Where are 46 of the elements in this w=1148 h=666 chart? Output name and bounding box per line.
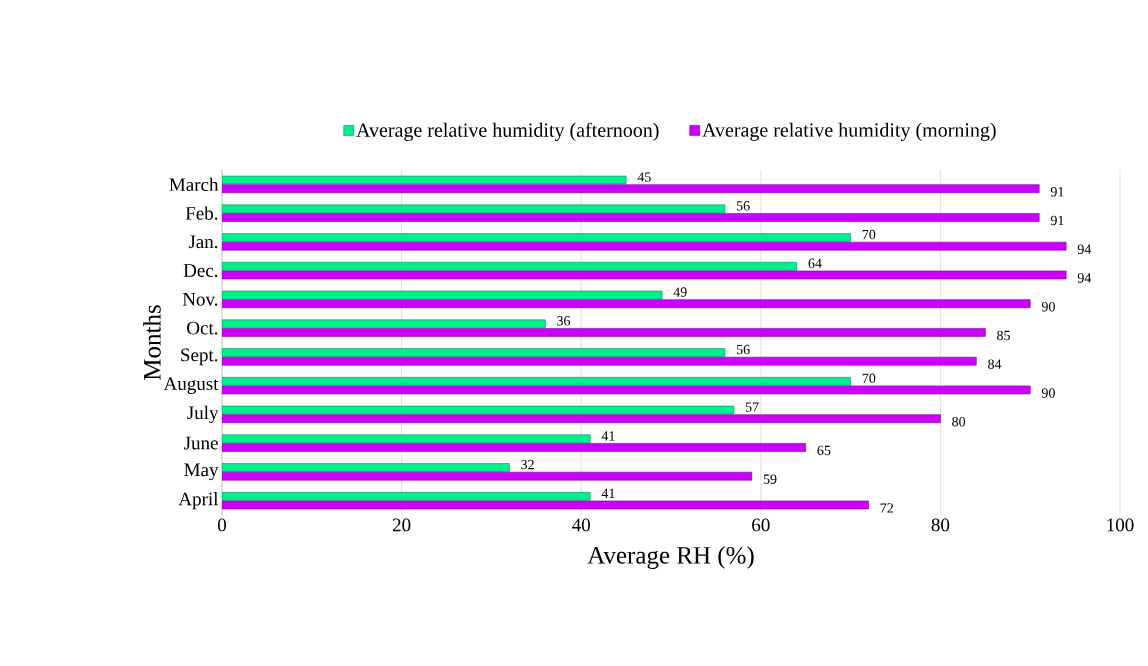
data-label: 41 (601, 488, 615, 498)
data-label: 65 (817, 445, 831, 456)
data-label: 85 (997, 330, 1010, 341)
y-tick-label: May (184, 463, 219, 481)
legend-label: Average relative humidity (afternoon) (356, 122, 659, 142)
data-label: 80 (952, 416, 966, 427)
y-tick-label: April (178, 492, 219, 510)
data-label: 59 (763, 474, 777, 484)
y-tick-label: Nov. (182, 293, 218, 306)
x-tick-label: 80 (931, 518, 950, 532)
data-label: 90 (1041, 388, 1055, 398)
y-tick-label: Jan. (188, 235, 218, 249)
y-tick-label: Feb. (185, 206, 218, 220)
y-tick-label: August (163, 377, 219, 394)
y-tick-label: July (187, 405, 219, 424)
data-label: 70 (862, 229, 876, 240)
data-label: 49 (673, 287, 687, 297)
data-label: 56 (736, 344, 750, 355)
y-tick-label: March (169, 177, 219, 192)
x-tick-label: 100 (1107, 518, 1134, 532)
data-label: 84 (988, 359, 1002, 369)
legend-label: Average relative humidity (morning) (702, 122, 996, 141)
data-label: 57 (745, 402, 759, 412)
data-label: 56 (736, 201, 750, 211)
y-tick-label: Oct. (187, 321, 218, 335)
data-label: 94 (1077, 273, 1092, 283)
x-axis-title: Average RH (%) (587, 546, 754, 569)
y-tick-label: Dec. (183, 264, 218, 277)
y-axis-title: Months (143, 305, 161, 380)
y-tick-label: June (184, 436, 218, 450)
data-label: 36 (557, 316, 571, 326)
data-label: 91 (1050, 215, 1064, 226)
x-tick-label: 60 (752, 518, 770, 532)
x-tick-label: 20 (392, 518, 411, 532)
data-label: 64 (808, 258, 822, 269)
data-label: 72 (880, 503, 893, 513)
x-tick-label: 40 (572, 518, 590, 532)
x-tick-label: 0 (217, 518, 227, 532)
data-label: 94 (1077, 244, 1092, 254)
data-label: 70 (862, 373, 876, 384)
data-label: 41 (601, 431, 615, 441)
data-label: 45 (637, 172, 651, 182)
y-tick-label: Sept. (181, 348, 218, 366)
data-label: 32 (521, 459, 534, 470)
data-label: 91 (1050, 186, 1064, 197)
data-label: 90 (1041, 301, 1055, 312)
